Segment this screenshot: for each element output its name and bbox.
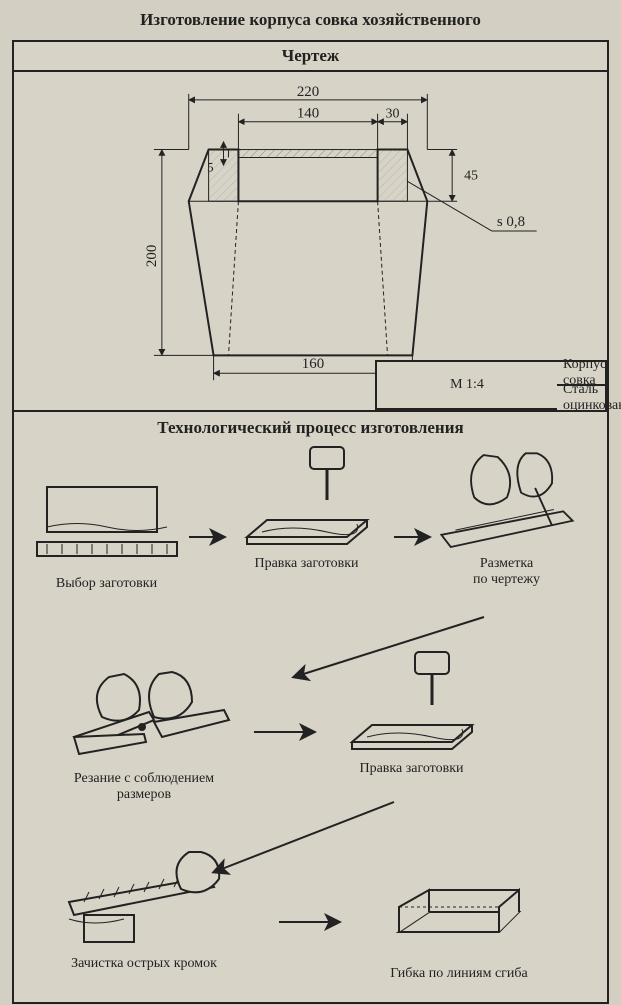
step-6-illustration (39, 852, 249, 952)
step-4-label: Резание с соблюдением размеров (44, 771, 244, 803)
tb-material: Сталь оцинкованная (557, 386, 607, 410)
step-7-label: Гибка по линиям сгиба (344, 966, 574, 982)
dim-160: 160 (302, 356, 324, 372)
drawing-header: Чертеж (14, 42, 607, 72)
step-6-label: Зачистка острых кромок (29, 956, 259, 972)
step-6: Зачистка острых кромок (29, 852, 259, 972)
title-block: Корпус совка М 1:4 Сталь оцинкованная (375, 360, 607, 410)
step-3: Разметка по чертежу (419, 452, 594, 588)
step-1-illustration (32, 472, 182, 572)
step-4: Резание с соблюдением размеров (44, 667, 244, 803)
dim-45: 45 (464, 168, 478, 183)
dim-5: 5 (207, 159, 213, 174)
dim-140: 140 (297, 106, 319, 122)
step-7-illustration (369, 862, 549, 962)
step-5-illustration (337, 657, 487, 757)
document-frame: Чертеж (12, 40, 609, 1004)
step-2: Правка заготовки (219, 452, 394, 572)
step-4-illustration (54, 667, 234, 767)
thickness-note: s 0,8 (497, 214, 525, 230)
dim-220: 220 (297, 84, 319, 100)
drawing-panel: 220 140 30 45 (14, 72, 607, 412)
step-7: Гибка по линиям сгиба (344, 862, 574, 982)
step-2-illustration (232, 452, 382, 552)
dim-200: 200 (144, 245, 160, 267)
dim-30: 30 (386, 107, 400, 122)
step-3-illustration (432, 452, 582, 552)
process-panel: Выбор заготовки Правка заготовки (14, 442, 607, 1002)
page-title: Изготовление корпуса совка хозяйственног… (12, 10, 609, 30)
step-5: Правка заготовки (324, 657, 499, 777)
process-header: Технологический процесс изготовления (14, 412, 607, 442)
tb-scale: М 1:4 (377, 362, 557, 410)
step-1: Выбор заготовки (19, 472, 194, 592)
step-1-label: Выбор заготовки (19, 576, 194, 592)
